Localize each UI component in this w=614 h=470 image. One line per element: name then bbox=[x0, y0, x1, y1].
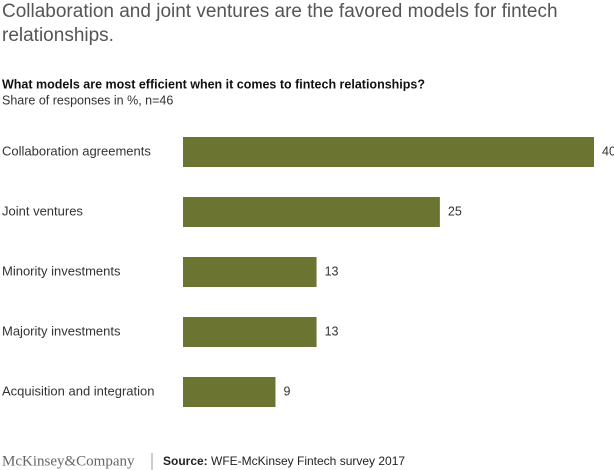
bar bbox=[183, 317, 317, 347]
chart-note: Share of responses in %, n=46 bbox=[2, 93, 173, 107]
value-label: 25 bbox=[448, 204, 462, 218]
value-label: 9 bbox=[283, 384, 290, 398]
chart-title: Collaboration and joint ventures are the… bbox=[2, 1, 558, 46]
source-label: Source: bbox=[163, 454, 208, 468]
title-box: Collaboration and joint ventures are the… bbox=[2, 1, 558, 46]
value-label: 13 bbox=[325, 324, 339, 338]
category-label: Collaboration agreements bbox=[2, 143, 151, 158]
bar bbox=[183, 197, 440, 227]
bar bbox=[183, 377, 276, 407]
value-label: 13 bbox=[325, 264, 339, 278]
source: WFE-McKinsey Fintech survey 2017 bbox=[211, 454, 405, 468]
value-label: 40 bbox=[602, 144, 614, 158]
chart-subtitle: What models are most efficient when it c… bbox=[2, 77, 425, 91]
category-label: Majority investments bbox=[2, 323, 121, 338]
bar bbox=[183, 257, 317, 287]
logo: McKinsey&Company bbox=[2, 453, 135, 469]
category-label: Acquisition and integration bbox=[2, 383, 155, 398]
bar bbox=[183, 137, 594, 167]
category-label: Minority investments bbox=[2, 263, 121, 278]
category-label: Joint ventures bbox=[2, 203, 83, 218]
